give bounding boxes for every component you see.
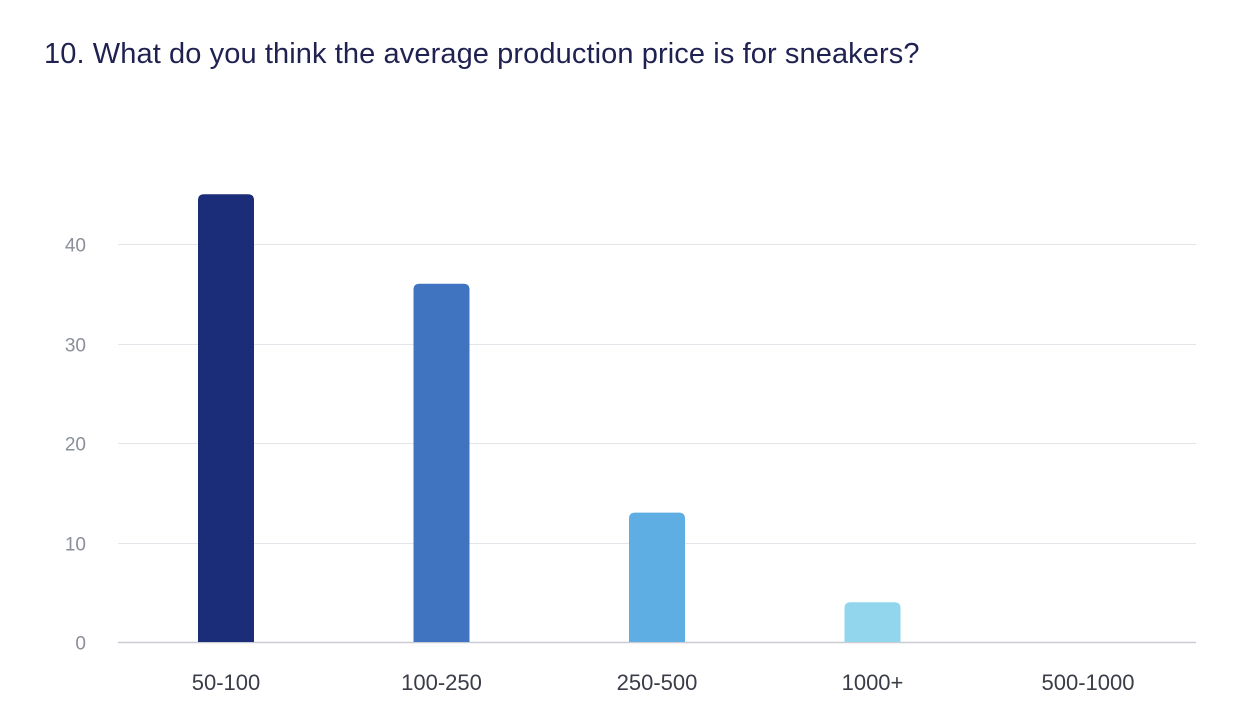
bar-100-250[interactable]: [413, 283, 470, 642]
x-axis-labels: 50-100 100-250 250-500 1000+ 500-1000: [192, 670, 1135, 695]
x-tick-label: 1000+: [842, 670, 904, 695]
y-tick-label: 40: [65, 236, 86, 257]
bars: [198, 194, 901, 642]
x-tick-label: 500-1000: [1042, 670, 1135, 695]
x-tick-label: 250-500: [617, 670, 698, 695]
chart-title: 10. What do you think the average produc…: [44, 38, 920, 70]
y-tick-label: 20: [65, 435, 86, 456]
y-tick-label: 10: [65, 535, 86, 556]
x-tick-label: 100-250: [401, 670, 482, 695]
bar-250-500[interactable]: [629, 512, 685, 642]
y-tick-label: 0: [75, 634, 86, 655]
y-axis-ticks: 0 10 20 30 40: [65, 236, 86, 655]
bar-50-100[interactable]: [198, 194, 254, 642]
x-tick-label: 50-100: [192, 670, 261, 695]
y-tick-label: 30: [65, 336, 86, 357]
bar-1000+[interactable]: [844, 602, 901, 642]
